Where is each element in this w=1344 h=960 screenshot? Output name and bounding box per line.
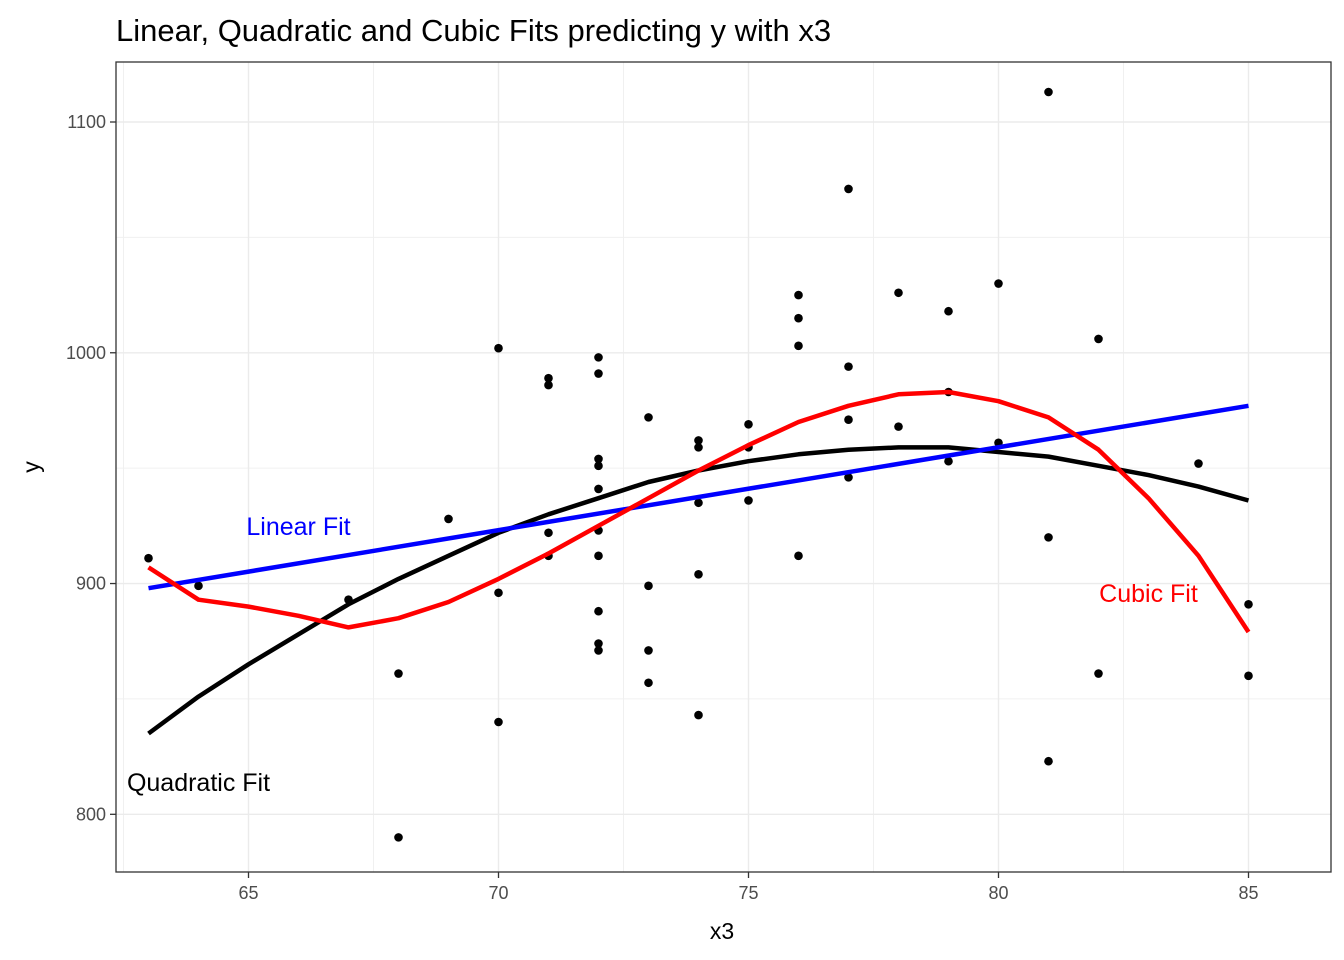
minor-grid xyxy=(116,62,1331,872)
quadratic-fit-label: Quadratic Fit xyxy=(127,769,270,797)
linear-fit-line xyxy=(148,403,1249,591)
data-point xyxy=(594,353,603,362)
y-tick-label: 1000 xyxy=(66,343,106,363)
data-point xyxy=(794,313,803,323)
data-point xyxy=(644,678,653,688)
data-point xyxy=(744,420,753,429)
data-point xyxy=(694,498,703,508)
x-axis: 65 70 75 80 85 xyxy=(238,872,1259,903)
data-point xyxy=(594,369,603,378)
data-point xyxy=(844,415,853,424)
x-tick-label: 75 xyxy=(738,883,758,903)
chart-title: Linear, Quadratic and Cubic Fits predict… xyxy=(116,13,831,48)
cubic-fit-line xyxy=(147,389,1251,634)
data-point xyxy=(694,443,703,452)
cubic-fit-label: Cubic Fit xyxy=(1099,580,1198,608)
data-point xyxy=(594,461,603,471)
data-point xyxy=(594,646,603,655)
x-tick-label: 85 xyxy=(1238,883,1258,903)
quadratic-fit-line xyxy=(147,445,1250,736)
data-point xyxy=(794,341,803,351)
data-point xyxy=(794,551,803,561)
linear-fit-label: Linear Fit xyxy=(246,513,350,541)
data-point xyxy=(594,551,603,561)
data-point xyxy=(1044,533,1053,542)
data-point xyxy=(494,588,503,598)
y-axis: 800 1000 1100 900 xyxy=(66,112,116,824)
fit-labels: Linear Fit Quadratic Fit Cubic Fit xyxy=(127,513,1198,797)
data-point xyxy=(694,570,703,579)
x-tick-label: 80 xyxy=(988,883,1008,903)
data-point xyxy=(544,380,553,390)
y-tick-label: 1100 xyxy=(67,112,106,132)
data-point xyxy=(644,581,653,591)
data-point xyxy=(994,279,1003,288)
data-point xyxy=(494,717,503,727)
data-point xyxy=(194,581,203,591)
data-point xyxy=(944,306,953,316)
data-point xyxy=(1244,600,1253,609)
fit-lines xyxy=(147,389,1251,736)
data-point xyxy=(594,606,603,616)
y-axis-title: y xyxy=(18,461,44,473)
data-point xyxy=(394,833,403,842)
data-point xyxy=(1094,669,1103,678)
data-point xyxy=(494,343,503,353)
data-point xyxy=(944,456,953,466)
major-grid xyxy=(116,62,1331,872)
x-tick-label: 70 xyxy=(488,883,508,903)
y-tick-label: 900 xyxy=(76,574,106,594)
data-point xyxy=(694,436,703,445)
data-point xyxy=(544,528,553,538)
data-point xyxy=(1194,459,1203,468)
data-point xyxy=(1044,87,1053,97)
data-point xyxy=(644,646,653,655)
data-point xyxy=(1094,334,1103,344)
data-point xyxy=(744,496,753,505)
data-point xyxy=(894,422,903,431)
data-point xyxy=(794,290,803,300)
data-point xyxy=(844,184,853,194)
data-point xyxy=(594,484,603,494)
x-tick-label: 65 xyxy=(238,883,258,903)
data-point xyxy=(444,514,453,524)
data-point xyxy=(844,362,853,371)
x-axis-title: x3 xyxy=(710,918,734,944)
data-point xyxy=(394,669,403,678)
data-point xyxy=(544,373,553,383)
data-point xyxy=(1044,756,1053,766)
data-point xyxy=(844,473,853,482)
data-point xyxy=(594,454,603,464)
data-point xyxy=(1244,671,1253,681)
data-point xyxy=(594,639,603,648)
plot-panel-border xyxy=(115,61,1332,873)
y-tick-label: 800 xyxy=(76,804,106,824)
data-point xyxy=(894,288,903,298)
data-point xyxy=(644,413,653,422)
data-point xyxy=(694,710,703,720)
data-point xyxy=(144,553,153,563)
